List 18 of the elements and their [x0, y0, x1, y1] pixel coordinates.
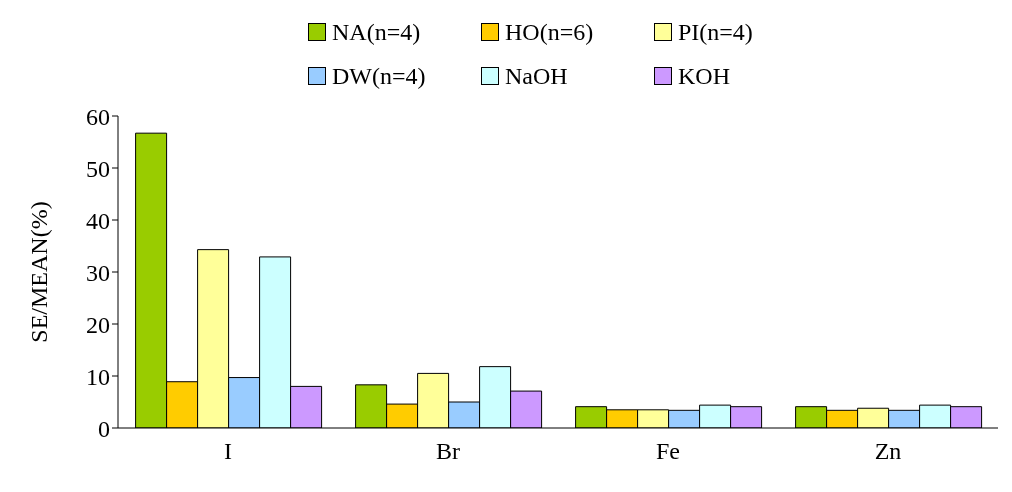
x-tick-label: Fe: [656, 438, 680, 465]
y-tick-label: 40: [86, 207, 110, 234]
y-tick-label: 10: [86, 363, 110, 390]
x-tick-label: I: [224, 438, 232, 465]
legend-label: NA(n=4): [332, 18, 421, 46]
legend-label: NaOH: [505, 62, 568, 90]
legend-label: PI(n=4): [678, 18, 753, 46]
y-tick-label: 50: [86, 155, 110, 182]
legend-label: KOH: [678, 62, 730, 90]
legend-label: HO(n=6): [505, 18, 594, 46]
legend-label: DW(n=4): [332, 62, 426, 90]
x-tick-label: Zn: [874, 438, 902, 465]
x-tick-label: Br: [436, 438, 461, 465]
y-axis-title: SE/MEAN(%): [25, 201, 52, 343]
y-tick-label: 60: [86, 103, 110, 130]
y-tick-label: 30: [86, 259, 110, 286]
y-tick-label: 20: [86, 311, 110, 338]
y-tick-label: 0: [98, 415, 110, 442]
